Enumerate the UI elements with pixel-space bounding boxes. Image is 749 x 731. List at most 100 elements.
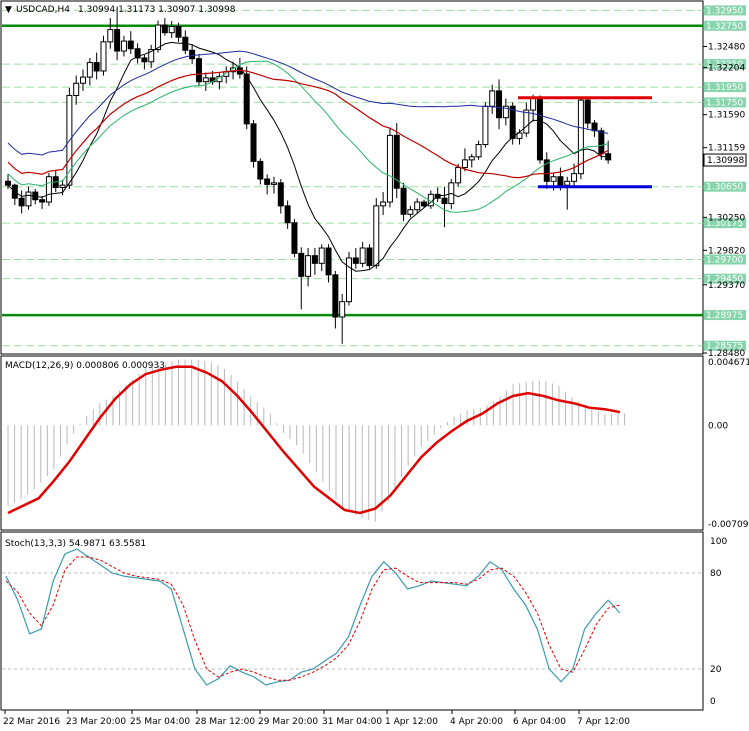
price-tick-label: 1.32204 — [708, 64, 745, 74]
candle-bull — [468, 156, 475, 161]
candle-bear — [250, 123, 257, 162]
axes-layer: 1.32950 1.32750 1.32250 1.31950 1.31750 1.306… — [3, 5, 749, 727]
candle-bull — [461, 159, 468, 169]
macd-tick-label: 0.004671 — [708, 358, 749, 368]
candle-bull — [346, 257, 352, 303]
candle-bull — [455, 167, 462, 184]
price-tick-label: 1.31590 — [708, 111, 745, 121]
price-level-box — [704, 5, 746, 16]
candle-bear — [257, 160, 264, 180]
candle-bear — [134, 48, 141, 59]
current-price-label: 1.30998 — [707, 156, 744, 166]
candle-bull — [25, 191, 32, 207]
candle-bear — [284, 205, 291, 224]
candle-bear — [175, 26, 182, 38]
price-level-box — [704, 20, 746, 31]
macd-panel — [0, 355, 704, 531]
candle-bear — [421, 201, 428, 207]
price-level-box — [704, 340, 746, 351]
price-level-box — [704, 310, 746, 321]
candle-bear — [277, 182, 284, 207]
candle-bull — [80, 76, 87, 84]
candle-bull — [373, 205, 380, 267]
candle-bear — [264, 178, 271, 185]
candle-bull — [305, 255, 312, 277]
price-level-label: 1.32250 — [706, 60, 743, 70]
price-level-label: 1.28975 — [706, 311, 743, 321]
price-level-label: 1.31750 — [706, 98, 743, 108]
macd-layer — [7, 359, 626, 522]
price-tick-label: 1.29370 — [708, 281, 745, 291]
candle-bear — [496, 90, 503, 119]
candle-bear — [325, 247, 332, 276]
candle-bull — [530, 98, 537, 111]
candle-bear — [536, 98, 543, 161]
price-tick-label: 1.31159 — [708, 144, 745, 154]
price-level-label: 1.32750 — [706, 22, 743, 32]
stoch-k-line — [5, 548, 621, 686]
candle-bear — [114, 29, 121, 52]
candle-bull — [571, 173, 578, 182]
price-tick-label: 1.28480 — [708, 349, 745, 359]
candle-bull — [270, 182, 277, 185]
candle-bull — [339, 301, 346, 318]
candle-bear — [18, 197, 25, 207]
time-tick-label: 25 Mar 04:00 — [130, 717, 190, 727]
candle-bear — [39, 199, 46, 203]
candle-bear — [441, 197, 448, 205]
candle-bull — [407, 209, 414, 215]
price-level-box — [704, 59, 746, 70]
candle-bull — [577, 99, 584, 175]
macd-signal-line — [7, 365, 621, 515]
macd-title: MACD(12,26,9) 0.000806 0.000933 — [5, 361, 165, 371]
candle-bear — [557, 176, 564, 186]
price-tick-label: 1.32480 — [708, 42, 745, 52]
ma-blue-line — [7, 50, 609, 156]
stoch-layer — [2, 548, 703, 686]
candle-bull — [380, 201, 387, 207]
stoch-tick-label: 20 — [710, 665, 722, 675]
candle-bull — [168, 26, 175, 34]
candle-bull — [107, 29, 114, 43]
candle-bear — [127, 40, 134, 50]
price-tick-label: 1.29820 — [708, 246, 745, 256]
candle-bear — [5, 180, 11, 186]
price-level-label: 1.30650 — [706, 183, 743, 193]
stoch-tick-label: 80 — [710, 569, 722, 579]
candle-bear — [189, 49, 196, 60]
candle-bull — [359, 247, 366, 264]
candle-bear — [93, 62, 100, 72]
price-level-box — [704, 97, 746, 108]
candle-bull — [489, 90, 496, 107]
candle-bull — [202, 77, 209, 83]
candle-bear — [543, 159, 550, 182]
time-tick-label: 4 Apr 20:00 — [450, 717, 503, 727]
current-price-box — [703, 153, 747, 167]
candle-bear — [311, 255, 318, 264]
stoch-tick-label: 0 — [710, 697, 716, 707]
time-tick-label: 22 Mar 2016 — [3, 717, 60, 727]
price-level-box — [704, 273, 746, 284]
time-tick-label: 28 Mar 12:00 — [195, 717, 255, 727]
main-price-layer — [2, 6, 703, 347]
collapse-triangle-icon[interactable]: ▼ — [5, 5, 12, 15]
candle-bull — [86, 62, 93, 78]
price-level-label: 1.29450 — [706, 275, 743, 285]
candle-bull — [414, 201, 421, 211]
time-tick-label: 1 Apr 12:00 — [385, 717, 438, 727]
price-level-box — [704, 218, 746, 229]
candle-bear — [366, 247, 373, 267]
candle-bull — [73, 82, 80, 96]
candle-bull — [502, 105, 509, 119]
time-tick-label: 6 Apr 04:00 — [513, 717, 566, 727]
time-tick-label: 7 Apr 12:00 — [577, 717, 630, 727]
candle-bear — [298, 252, 305, 277]
macd-tick-label: 0.00 — [708, 421, 728, 431]
candle-bull — [475, 144, 482, 158]
candle-bear — [243, 73, 250, 125]
main-title: USDCAD,H4 — [16, 5, 70, 15]
ma-green-line — [7, 60, 609, 213]
candle-bear — [291, 222, 298, 254]
candle-bear — [332, 274, 339, 318]
